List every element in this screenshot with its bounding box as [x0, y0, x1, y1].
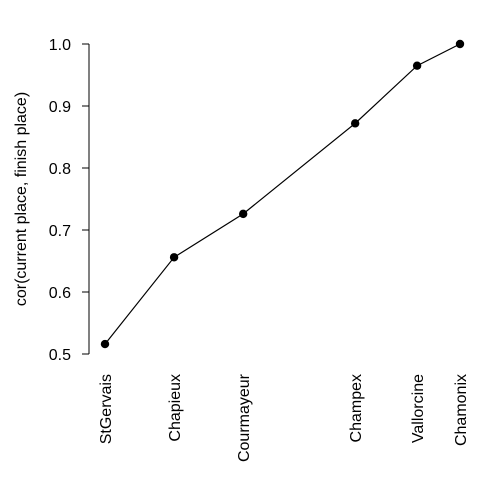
y-axis-label: cor(current place, finish place)	[13, 92, 30, 306]
series-line	[104, 43, 461, 345]
data-point	[169, 253, 179, 262]
y-tick-label: 0.9	[49, 99, 71, 116]
y-tick-label: 0.6	[49, 285, 71, 302]
y-tick-label: 0.7	[49, 223, 71, 240]
x-tick-labels: StGervais Chapieux Courmayeur Champex Vallor…	[98, 373, 470, 462]
y-tick-label: 0.5	[49, 347, 71, 364]
x-tick-label: Vallorcine	[410, 374, 427, 443]
x-tick-label: Courmayeur	[236, 373, 253, 462]
x-tick-label: StGervais	[98, 374, 115, 444]
data-series	[100, 39, 465, 349]
data-point	[350, 119, 360, 128]
x-tick-label: Champex	[348, 374, 365, 442]
y-tick-label: 0.8	[49, 161, 71, 178]
data-point	[455, 39, 465, 49]
data-point	[100, 339, 110, 349]
x-tick-label: Chamonix	[453, 374, 470, 446]
data-point	[412, 61, 422, 70]
data-point	[238, 209, 248, 219]
y-axis: 0.5 0.6 0.7 0.8 0.9 1.0	[49, 37, 90, 364]
x-tick-label: Chapieux	[167, 374, 184, 442]
y-tick-label: 1.0	[49, 37, 71, 54]
